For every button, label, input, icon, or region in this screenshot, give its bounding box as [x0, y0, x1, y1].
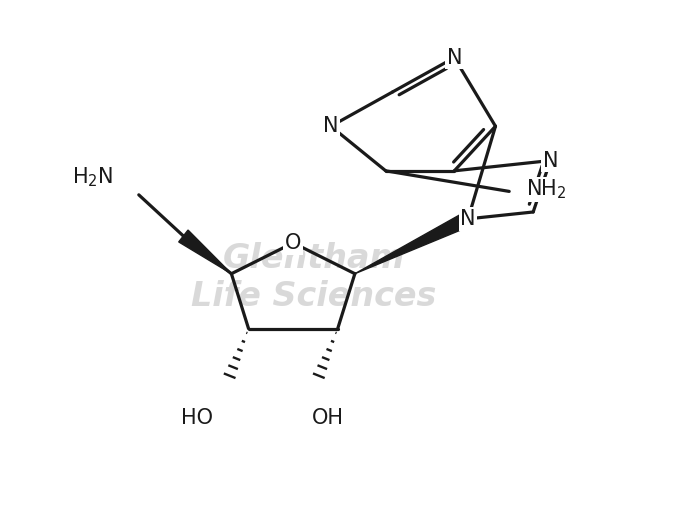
Text: H$_2$N: H$_2$N — [72, 166, 113, 189]
Text: NH$_2$: NH$_2$ — [526, 177, 567, 201]
Text: N: N — [323, 116, 338, 136]
Polygon shape — [179, 230, 231, 274]
Text: N: N — [460, 209, 476, 229]
Text: HO: HO — [181, 408, 213, 428]
Text: OH: OH — [311, 408, 343, 428]
Text: N: N — [543, 151, 558, 171]
Polygon shape — [355, 212, 471, 274]
Text: Glentham
Life Sciences: Glentham Life Sciences — [191, 242, 436, 313]
Text: N: N — [447, 48, 462, 68]
Text: O: O — [285, 233, 301, 253]
